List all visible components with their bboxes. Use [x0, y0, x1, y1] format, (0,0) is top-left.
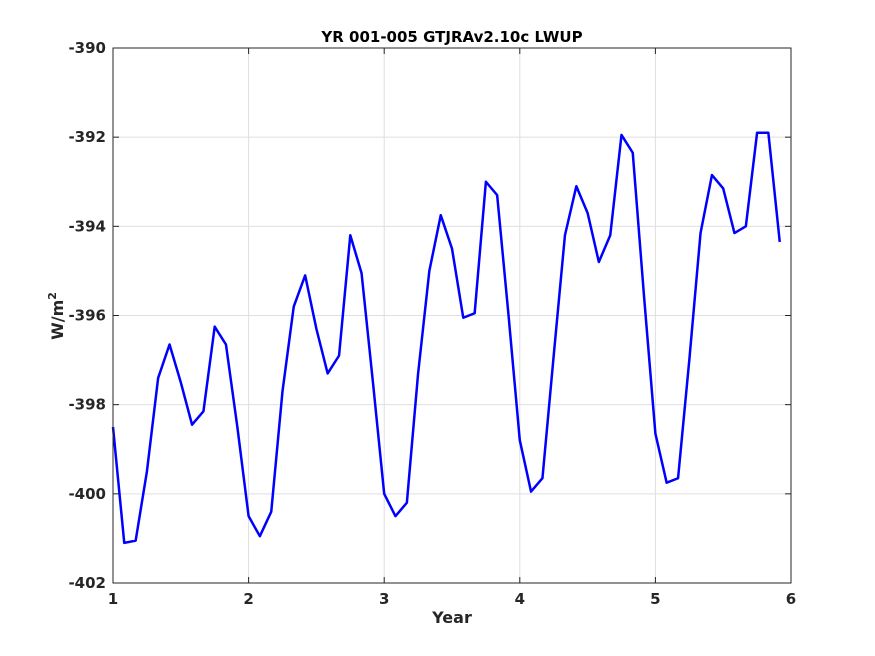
x-tick-label: 4	[515, 590, 525, 608]
series-line	[111, 131, 781, 545]
x-axis-label: Year	[431, 608, 472, 627]
chart-title: YR 001-005 GTJRAv2.10c LWUP	[320, 28, 582, 46]
y-tick-label: -392	[68, 128, 106, 146]
x-tick-label: 1	[108, 590, 118, 608]
ticks: 1 2 3 4 5 6 -402 -400 -398 -396 -394 -392 -390	[68, 39, 796, 608]
y-tick-label: -394	[68, 217, 106, 235]
x-tick-label: 5	[650, 590, 660, 608]
y-axis-label-superscript: 2	[46, 292, 59, 300]
x-tick-label: 6	[786, 590, 796, 608]
y-tick-label: -400	[68, 485, 106, 503]
y-tick-label: -396	[68, 307, 106, 325]
y-axis-label-unit: W/m	[48, 300, 67, 340]
x-tick-label: 2	[243, 590, 253, 608]
grid	[112, 47, 792, 584]
y-tick-label: -398	[68, 396, 106, 414]
y-axis-label-group: W/m2	[46, 292, 67, 340]
y-tick-label: -390	[68, 39, 106, 57]
series-layer	[111, 131, 781, 545]
y-tick-label: -402	[68, 574, 106, 592]
y-axis-label: W/m2	[46, 292, 67, 340]
x-tick-label: 3	[379, 590, 389, 608]
